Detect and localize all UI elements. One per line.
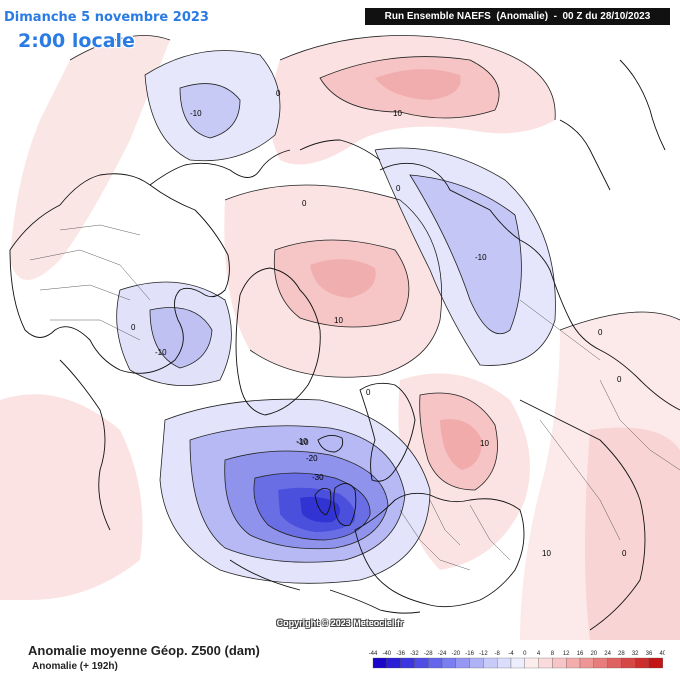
- contour-label: 0: [598, 328, 603, 337]
- copyright: Copyright © 2023 Meteociel.fr: [276, 618, 404, 628]
- legend-label: -40: [382, 651, 391, 657]
- contour-label: -10: [296, 437, 308, 446]
- legend-swatch: [648, 657, 663, 669]
- contour-label: 0: [617, 375, 622, 384]
- color-legend: -44 -40 -36 -32 -28 -24 -20 -16 -12 -8 -4 0 4 8 12 16 20…: [369, 651, 665, 669]
- legend-label: 16: [577, 651, 584, 657]
- legend-swatch: [455, 657, 470, 669]
- contour-label: -10: [155, 348, 167, 357]
- legend-swatch: [552, 657, 567, 669]
- legend-label: -24: [438, 651, 447, 657]
- legend-swatch: [414, 657, 429, 669]
- legend-label: 8: [551, 651, 555, 657]
- legend-label: 0: [523, 651, 527, 657]
- forecast-date: Dimanche 5 novembre 2023: [4, 10, 209, 25]
- contour-label: 0: [131, 323, 136, 332]
- coastlines: [9, 59, 680, 631]
- legend-swatch: [483, 657, 498, 669]
- contour-label: -10: [190, 109, 202, 118]
- legend-swatch: [538, 657, 553, 669]
- contour-lines: [69, 35, 680, 584]
- legend-label: -12: [479, 651, 488, 657]
- negative-anomaly-hudson-core: [150, 307, 212, 368]
- contour-label: 0: [622, 549, 627, 558]
- positive-anomaly-east-pacific: [0, 394, 143, 600]
- legend-swatch: [441, 657, 456, 669]
- footer-subtitle: Anomalie (+ 192h): [32, 661, 118, 672]
- legend-swatch: [400, 657, 415, 669]
- positive-anomaly-inner-north: [375, 69, 461, 100]
- contour-label: -10: [475, 253, 487, 262]
- legend-label: 32: [632, 651, 639, 657]
- legend-swatches: [372, 657, 663, 669]
- legend-swatch: [566, 657, 581, 669]
- positive-anomaly-europe-inner: [440, 419, 482, 470]
- legend-swatch: [607, 657, 622, 669]
- legend-swatch: [524, 657, 539, 669]
- anomaly-fields: [0, 35, 680, 640]
- footer-title: Anomalie moyenne Géop. Z500 (dam): [28, 643, 260, 658]
- contour-label: 10: [542, 549, 551, 558]
- legend-swatch: [428, 657, 443, 669]
- contour-label: 10: [393, 109, 402, 118]
- legend-swatch: [386, 657, 401, 669]
- legend-swatch: [372, 657, 387, 669]
- contour-label: 0: [302, 199, 307, 208]
- positive-anomaly-asia-core: [585, 427, 680, 640]
- legend-label: -28: [424, 651, 433, 657]
- legend-swatch: [593, 657, 608, 669]
- legend-swatch: [469, 657, 484, 669]
- contour-label: -30: [312, 473, 324, 482]
- legend-labels: -44 -40 -36 -32 -28 -24 -20 -16 -12 -8 -4 0 4 8 12 16 20…: [369, 651, 665, 657]
- positive-anomaly-pacific: [10, 35, 170, 280]
- contour-label: 10: [334, 316, 343, 325]
- legend-label: 36: [646, 651, 653, 657]
- legend-label: -44: [369, 651, 378, 657]
- contour-label-group: -10 0 10 0 -10 0 10 -10 0 10 -10 0 0 0 1…: [131, 89, 627, 558]
- contour-label: -10: [297, 438, 309, 447]
- contour-label: 10: [480, 439, 489, 448]
- legend-label: 20: [590, 651, 597, 657]
- legend-label: -16: [465, 651, 474, 657]
- contour-label: -20: [306, 454, 318, 463]
- legend-swatch: [635, 657, 650, 669]
- legend-label: -4: [508, 651, 514, 657]
- legend-label: -36: [396, 651, 405, 657]
- legend-swatch: [621, 657, 636, 669]
- borders: [29, 224, 680, 571]
- legend-swatch: [579, 657, 594, 669]
- legend-label: -32: [410, 651, 419, 657]
- positive-anomaly-arctic-inner: [310, 259, 376, 298]
- forecast-time: 2:00 locale: [18, 30, 135, 52]
- contour-label: 0: [366, 388, 371, 397]
- negative-anomaly-bering-core: [180, 83, 240, 138]
- legend-label: 24: [604, 651, 611, 657]
- contour-label: 0: [276, 89, 281, 98]
- run-banner: Run Ensemble NAEFS (Anomalie) - 00 Z du …: [365, 8, 670, 25]
- legend-label: 28: [618, 651, 625, 657]
- legend-label: -20: [451, 651, 460, 657]
- legend-label: 40: [659, 651, 665, 657]
- legend-swatch: [497, 657, 512, 669]
- contour-label: 0: [396, 184, 401, 193]
- legend-label: 12: [563, 651, 570, 657]
- legend-swatch: [510, 657, 525, 669]
- legend-label: 4: [537, 651, 541, 657]
- legend-label: -8: [495, 651, 501, 657]
